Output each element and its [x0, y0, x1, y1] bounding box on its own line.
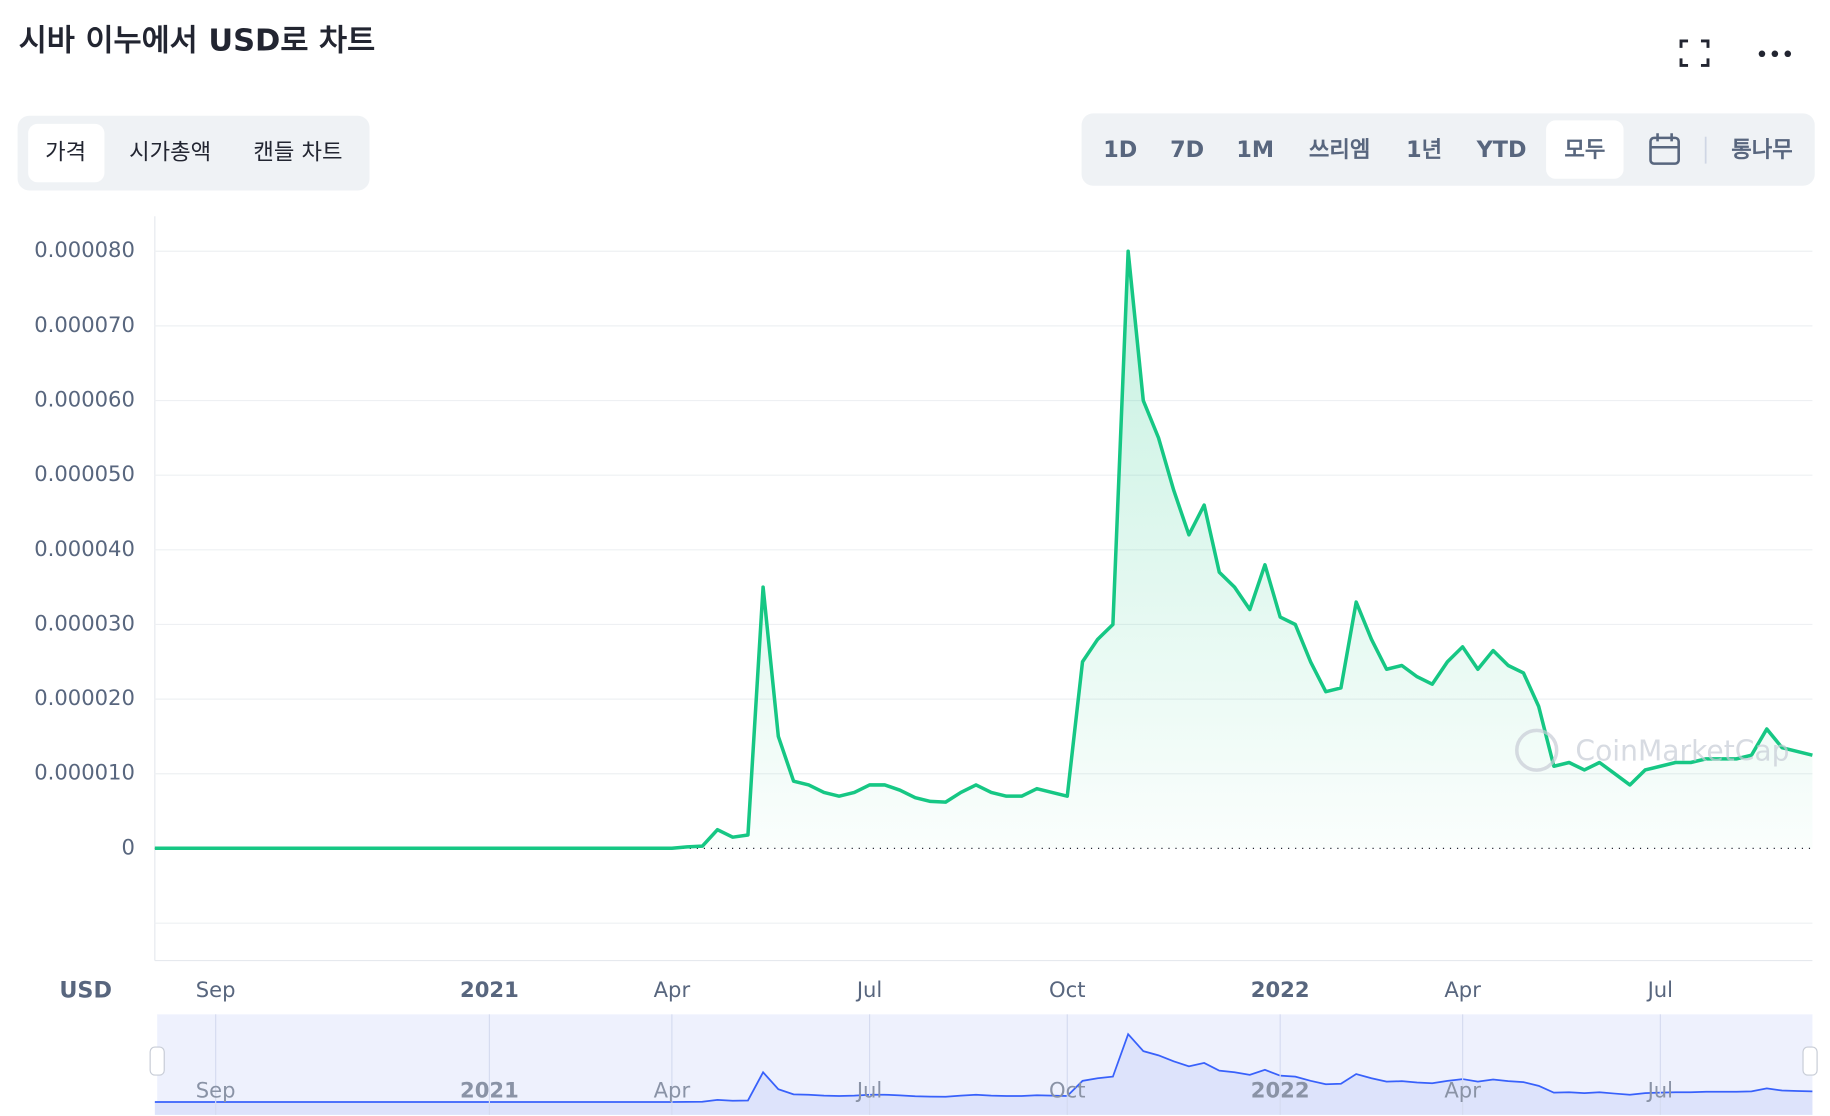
watermark: CoinMarketCap [1575, 735, 1789, 768]
y-tick-label: 0.000080 [34, 237, 135, 262]
x-tick-label: 2022 [1251, 977, 1310, 1002]
tab[interactable]: 가격 [45, 140, 86, 166]
range-group [1081, 113, 1815, 186]
price-line [154, 249, 1813, 851]
fullscreen-icon[interactable] [1679, 39, 1710, 67]
y-tick-label: 0 [121, 834, 134, 859]
x-tick-label: Jul [1646, 977, 1673, 1002]
range-button[interactable]: 모두 [1564, 137, 1605, 163]
y-tick-label: 0.000020 [34, 685, 135, 710]
navigator-handle[interactable] [149, 1046, 165, 1076]
navigator-label: Apr [1444, 1077, 1481, 1102]
y-tick-label: 0.000070 [34, 312, 135, 337]
navigator-label: 2021 [460, 1077, 519, 1102]
navigator-label: 2022 [1251, 1077, 1310, 1102]
y-tick-label: 0.000050 [34, 461, 135, 486]
range-button[interactable]: 통나무 [1731, 137, 1792, 163]
y-tick-label: 0.000040 [34, 536, 135, 561]
tab[interactable]: 캔들 차트 [253, 140, 342, 166]
range-button[interactable]: 1D [1103, 137, 1137, 163]
price-area [154, 251, 1813, 849]
navigator-label: Oct [1049, 1077, 1085, 1102]
unit-label: USD [59, 977, 112, 1003]
y-tick-label: 0.000060 [34, 387, 135, 412]
navigator-label: Sep [196, 1077, 236, 1102]
range-button[interactable]: 쓰리엠 [1309, 137, 1370, 163]
navigator-handle[interactable] [1802, 1046, 1818, 1076]
tab-selected [28, 123, 105, 183]
y-tick-label: 0.000030 [34, 610, 135, 635]
tab-group [17, 115, 370, 191]
x-tick-label: Jul [855, 977, 882, 1002]
x-tick-label: 2021 [460, 977, 519, 1002]
navigator-line [154, 1032, 1813, 1103]
x-tick-label: Sep [196, 977, 236, 1002]
navigator-area [154, 1034, 1813, 1115]
navigator-label: Jul [855, 1077, 882, 1102]
page-title: 시바 이누에서 USD로 차트 [19, 24, 375, 59]
calendar-icon[interactable] [1649, 133, 1680, 165]
range-button[interactable]: 7D [1170, 137, 1204, 163]
x-tick-label: Apr [1444, 977, 1481, 1002]
y-tick-label: 0.000010 [34, 760, 135, 785]
x-tick-label: Oct [1049, 977, 1085, 1002]
navigator-label: Apr [654, 1077, 691, 1102]
more-icon[interactable] [1758, 50, 1792, 58]
range-button[interactable]: 1M [1236, 137, 1274, 163]
range-selected [1546, 120, 1624, 179]
watermark-logo [1515, 728, 1559, 772]
x-tick-label: Apr [654, 977, 691, 1002]
range-button[interactable]: YTD [1476, 137, 1527, 163]
navigator-label: Jul [1646, 1077, 1673, 1102]
tab[interactable]: 시가총액 [129, 140, 211, 166]
range-button[interactable]: 1년 [1406, 137, 1442, 163]
